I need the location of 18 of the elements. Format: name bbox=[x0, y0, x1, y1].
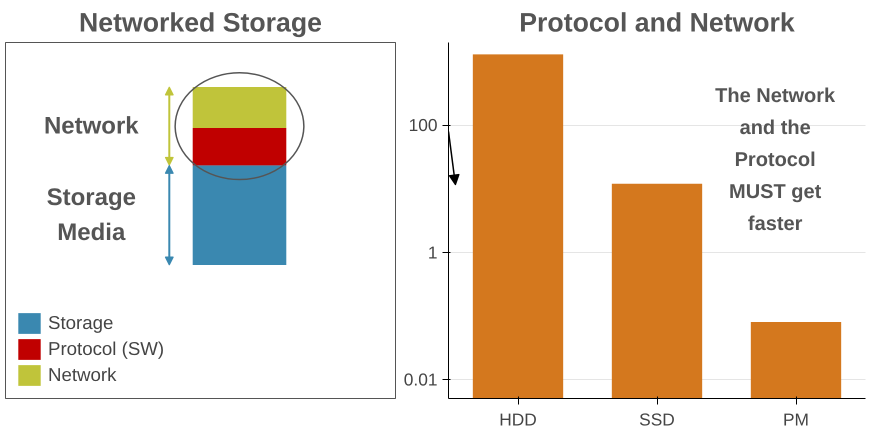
x-tick-label: SSD bbox=[639, 410, 675, 430]
annotation: The Network bbox=[715, 84, 836, 107]
legend-label: Protocol (SW) bbox=[48, 338, 164, 360]
annotation: faster bbox=[748, 213, 803, 236]
annotation: MUST get bbox=[729, 181, 822, 204]
x-tick-label: PM bbox=[783, 410, 810, 430]
y-tick-label: 0.01 bbox=[404, 369, 438, 390]
annotation: Protocol bbox=[734, 148, 816, 171]
chart-title: Protocol and Network bbox=[519, 8, 795, 38]
y-tick-label: 1 bbox=[428, 242, 438, 262]
annotation: and the bbox=[740, 116, 811, 139]
y-tick-label: 100 bbox=[408, 115, 438, 136]
legend-label: Network bbox=[48, 364, 116, 386]
chart-title: Networked Storage bbox=[79, 8, 322, 38]
text: Network bbox=[44, 112, 140, 140]
text: Storage Media bbox=[46, 184, 136, 246]
x-tick-label: HDD bbox=[499, 410, 537, 430]
legend-label: Storage bbox=[48, 312, 114, 334]
